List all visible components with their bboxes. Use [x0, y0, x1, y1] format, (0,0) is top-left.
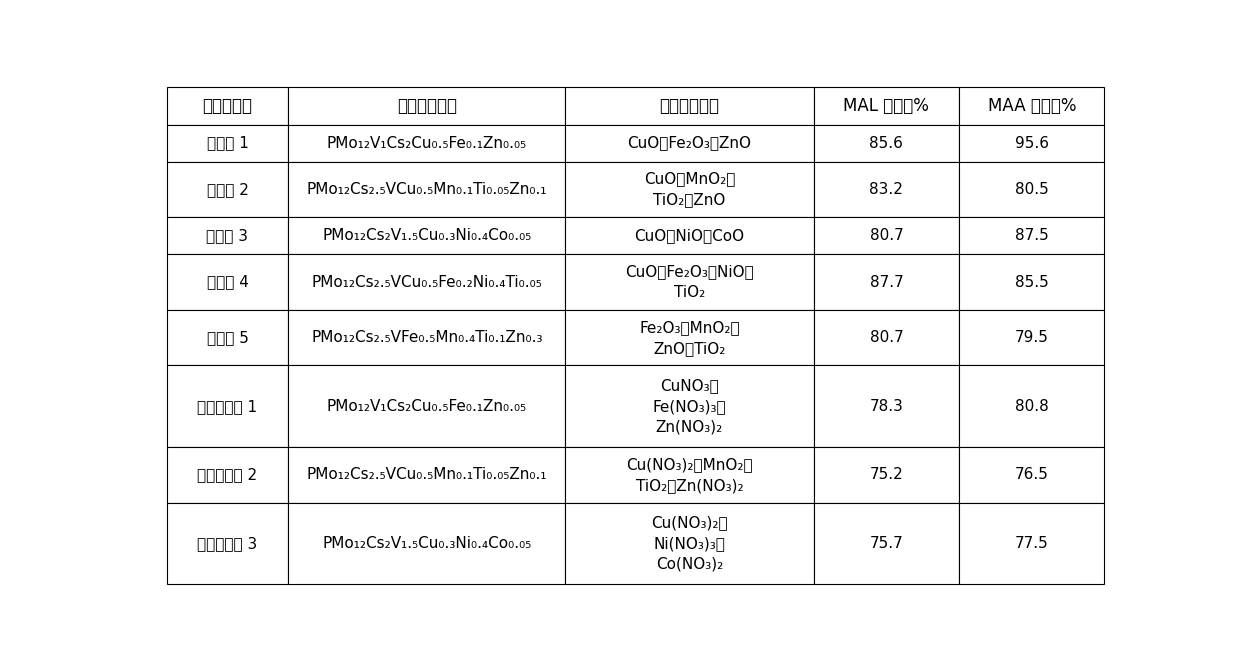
Bar — [959, 447, 1105, 503]
Bar — [813, 162, 959, 217]
Text: 80.7: 80.7 — [869, 228, 903, 243]
Text: 80.5: 80.5 — [1014, 182, 1049, 197]
Text: 过渡金属原料: 过渡金属原料 — [660, 97, 719, 115]
Bar — [565, 88, 813, 124]
Bar — [166, 310, 289, 366]
Bar — [813, 366, 959, 447]
Text: 75.2: 75.2 — [869, 467, 903, 482]
Text: 76.5: 76.5 — [1014, 467, 1049, 482]
Text: CuO、NiO、CoO: CuO、NiO、CoO — [635, 228, 744, 243]
Bar — [565, 254, 813, 310]
Bar — [959, 254, 1105, 310]
Bar — [565, 503, 813, 584]
Bar — [166, 217, 289, 254]
Text: CuO、Fe₂O₃、NiO、
TiO₂: CuO、Fe₂O₃、NiO、 TiO₂ — [625, 264, 754, 300]
Bar — [565, 217, 813, 254]
Text: PMo₁₂Cs₂.₅VCu₀.₅Mn₀.₁Ti₀.₀₅Zn₀.₁: PMo₁₂Cs₂.₅VCu₀.₅Mn₀.₁Ti₀.₀₅Zn₀.₁ — [306, 182, 547, 197]
Bar — [959, 124, 1105, 162]
Text: PMo₁₂V₁Cs₂Cu₀.₅Fe₀.₁Zn₀.₀₅: PMo₁₂V₁Cs₂Cu₀.₅Fe₀.₁Zn₀.₀₅ — [327, 136, 527, 150]
Bar — [289, 503, 565, 584]
Text: Cu(NO₃)₂、MnO₂、
TiO₂、Zn(NO₃)₂: Cu(NO₃)₂、MnO₂、 TiO₂、Zn(NO₃)₂ — [626, 457, 753, 493]
Bar — [813, 254, 959, 310]
Bar — [289, 124, 565, 162]
Text: 实施例 5: 实施例 5 — [207, 331, 248, 345]
Text: PMo₁₂Cs₂.₅VFe₀.₅Mn₀.₄Ti₀.₁Zn₀.₃: PMo₁₂Cs₂.₅VFe₀.₅Mn₀.₄Ti₀.₁Zn₀.₃ — [311, 331, 543, 345]
Text: 87.7: 87.7 — [869, 275, 903, 289]
Text: 79.5: 79.5 — [1014, 331, 1049, 345]
Bar — [166, 447, 289, 503]
Text: PMo₁₂Cs₂V₁.₅Cu₀.₃Ni₀.₄Co₀.₀₅: PMo₁₂Cs₂V₁.₅Cu₀.₃Ni₀.₄Co₀.₀₅ — [322, 536, 532, 551]
Bar — [959, 310, 1105, 366]
Text: 83.2: 83.2 — [869, 182, 903, 197]
Bar — [565, 124, 813, 162]
Text: 比较实施例 2: 比较实施例 2 — [197, 467, 258, 482]
Bar — [289, 88, 565, 124]
Text: 催化剂表达式: 催化剂表达式 — [397, 97, 456, 115]
Text: 催化剂编号: 催化剂编号 — [202, 97, 253, 115]
Bar — [959, 503, 1105, 584]
Text: 实施例 3: 实施例 3 — [207, 228, 248, 243]
Text: 实施例 1: 实施例 1 — [207, 136, 248, 150]
Text: 实施例 4: 实施例 4 — [207, 275, 248, 289]
Bar — [813, 217, 959, 254]
Text: PMo₁₂Cs₂V₁.₅Cu₀.₃Ni₀.₄Co₀.₀₅: PMo₁₂Cs₂V₁.₅Cu₀.₃Ni₀.₄Co₀.₀₅ — [322, 228, 532, 243]
Bar — [166, 162, 289, 217]
Bar — [959, 366, 1105, 447]
Text: 85.5: 85.5 — [1014, 275, 1049, 289]
Bar — [289, 217, 565, 254]
Bar — [289, 162, 565, 217]
Text: CuO、Fe₂O₃、ZnO: CuO、Fe₂O₃、ZnO — [627, 136, 751, 150]
Bar — [565, 447, 813, 503]
Bar — [813, 503, 959, 584]
Text: MAA 选择性%: MAA 选择性% — [987, 97, 1076, 115]
Bar — [166, 88, 289, 124]
Bar — [813, 447, 959, 503]
Bar — [565, 366, 813, 447]
Text: CuO、MnO₂、
TiO₂、ZnO: CuO、MnO₂、 TiO₂、ZnO — [644, 172, 735, 207]
Text: 95.6: 95.6 — [1014, 136, 1049, 150]
Text: 比较实施例 3: 比较实施例 3 — [197, 536, 258, 551]
Bar — [959, 162, 1105, 217]
Text: 75.7: 75.7 — [869, 536, 903, 551]
Text: PMo₁₂Cs₂.₅VCu₀.₅Mn₀.₁Ti₀.₀₅Zn₀.₁: PMo₁₂Cs₂.₅VCu₀.₅Mn₀.₁Ti₀.₀₅Zn₀.₁ — [306, 467, 547, 482]
Text: CuNO₃、
Fe(NO₃)₃、
Zn(NO₃)₂: CuNO₃、 Fe(NO₃)₃、 Zn(NO₃)₂ — [652, 378, 727, 435]
Bar — [289, 310, 565, 366]
Bar — [959, 217, 1105, 254]
Bar — [813, 124, 959, 162]
Bar — [813, 88, 959, 124]
Text: PMo₁₂V₁Cs₂Cu₀.₅Fe₀.₁Zn₀.₀₅: PMo₁₂V₁Cs₂Cu₀.₅Fe₀.₁Zn₀.₀₅ — [327, 399, 527, 414]
Bar — [166, 503, 289, 584]
Text: Cu(NO₃)₂、
Ni(NO₃)₃、
Co(NO₃)₂: Cu(NO₃)₂、 Ni(NO₃)₃、 Co(NO₃)₂ — [651, 515, 728, 572]
Bar — [289, 254, 565, 310]
Text: MAL 转化率%: MAL 转化率% — [843, 97, 929, 115]
Bar — [166, 366, 289, 447]
Text: 78.3: 78.3 — [869, 399, 903, 414]
Bar — [166, 124, 289, 162]
Text: 80.8: 80.8 — [1014, 399, 1049, 414]
Text: Fe₂O₃、MnO₂、
ZnO、TiO₂: Fe₂O₃、MnO₂、 ZnO、TiO₂ — [639, 320, 740, 356]
Bar — [813, 310, 959, 366]
Text: 77.5: 77.5 — [1014, 536, 1049, 551]
Bar — [166, 254, 289, 310]
Bar — [565, 162, 813, 217]
Bar — [959, 88, 1105, 124]
Text: 实施例 2: 实施例 2 — [207, 182, 248, 197]
Text: 比较实施例 1: 比较实施例 1 — [197, 399, 258, 414]
Text: PMo₁₂Cs₂.₅VCu₀.₅Fe₀.₂Ni₀.₄Ti₀.₀₅: PMo₁₂Cs₂.₅VCu₀.₅Fe₀.₂Ni₀.₄Ti₀.₀₅ — [311, 275, 542, 289]
Bar — [289, 366, 565, 447]
Text: 80.7: 80.7 — [869, 331, 903, 345]
Text: 85.6: 85.6 — [869, 136, 903, 150]
Bar — [289, 447, 565, 503]
Text: 87.5: 87.5 — [1014, 228, 1049, 243]
Bar — [565, 310, 813, 366]
